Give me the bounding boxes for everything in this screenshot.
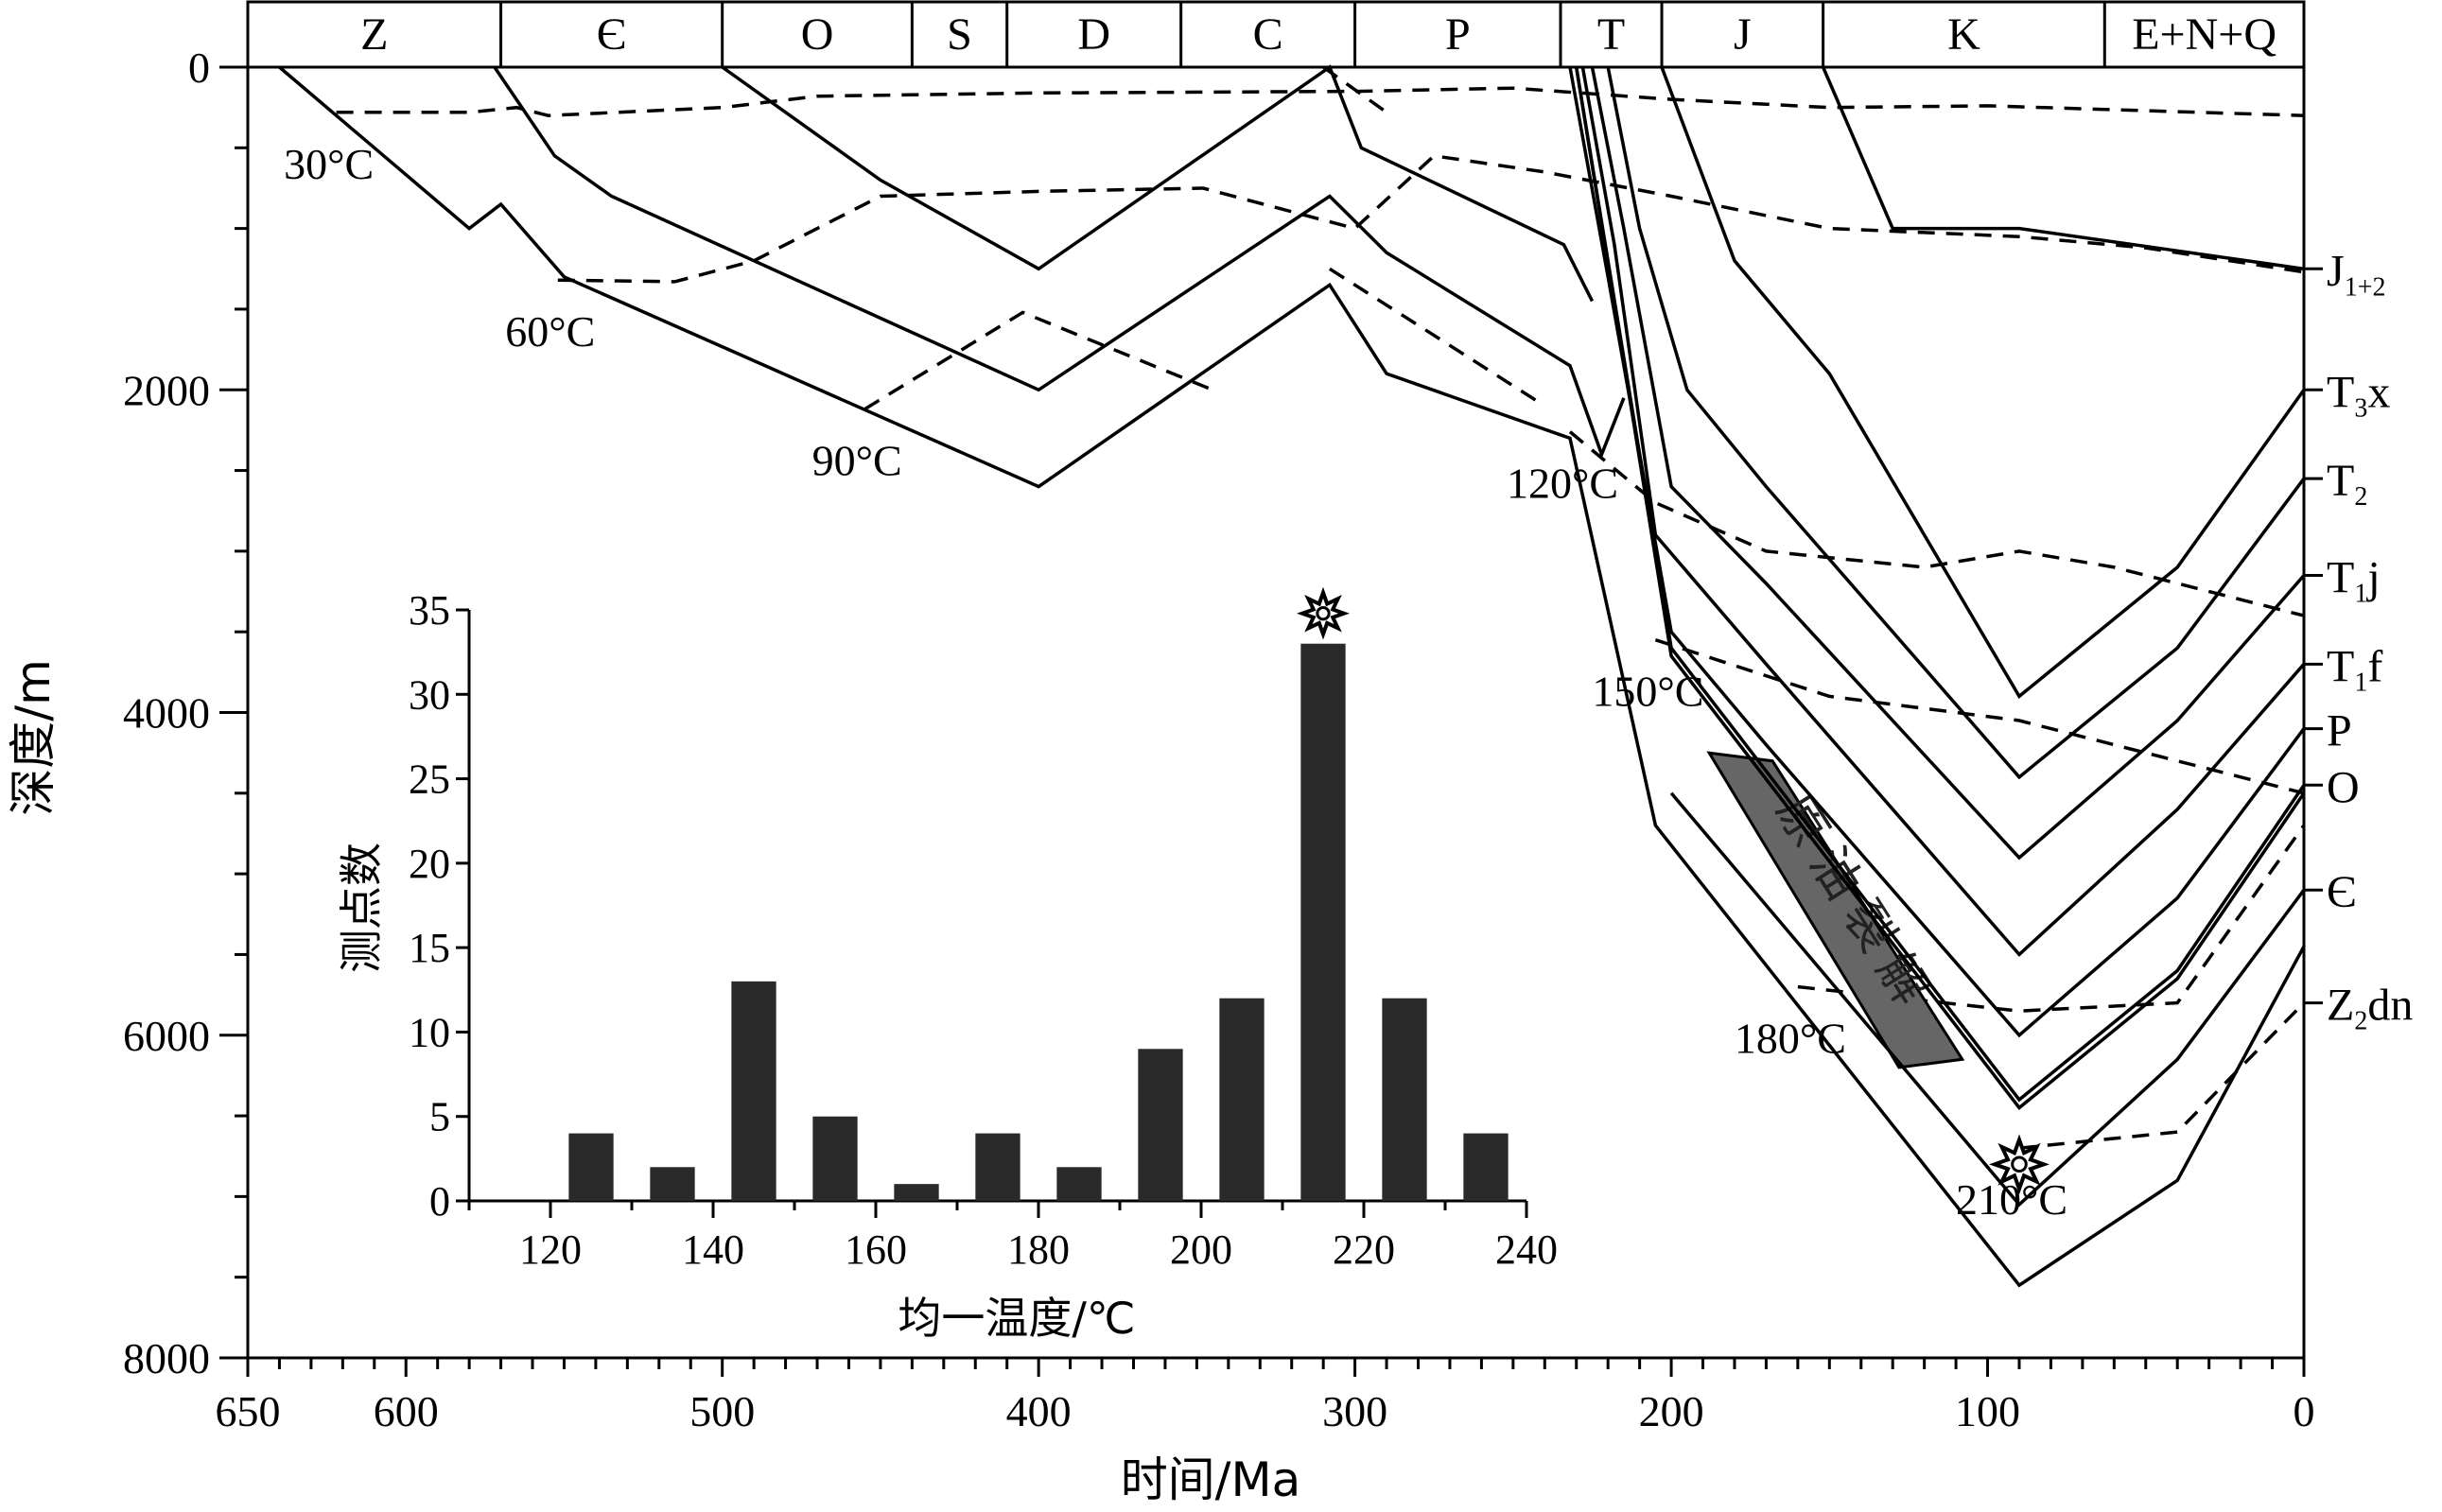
y-tick-label: 8000 (123, 1334, 210, 1382)
period-label: C (1253, 9, 1283, 60)
x-tick-label: 200 (1639, 1387, 1704, 1435)
period-label: T (1597, 9, 1625, 60)
formation-label: T1j (2327, 552, 2381, 608)
hist-y-tick-label: 35 (409, 587, 450, 634)
y-axis-title: 深度/m (6, 659, 61, 816)
isotherm-line (557, 153, 2305, 284)
histogram-bar (1219, 998, 1265, 1201)
hist-x-tick-label: 220 (1333, 1226, 1395, 1273)
hist-y-tick-label: 15 (409, 925, 450, 971)
y-axis: 0 2000 4000 6000 8000 (123, 43, 248, 1382)
x-tick-label: 0 (2294, 1387, 2315, 1435)
isotherm-line (1568, 430, 2305, 617)
y-tick-label: 6000 (123, 1012, 210, 1060)
x-tick-label: 500 (689, 1387, 755, 1435)
histogram-bar (975, 1133, 1020, 1201)
period-label: K (1947, 9, 1980, 60)
isotherm-label: 60°C (505, 307, 595, 356)
isotherm-label: 90°C (812, 437, 902, 485)
horizon-layer (278, 64, 2306, 1288)
isotherm-label: 210°C (1956, 1175, 2067, 1224)
formation-label: P (2327, 706, 2352, 756)
burial-curve (1574, 66, 2306, 1110)
period-label: S (947, 9, 972, 60)
isotherm-label: 120°C (1507, 460, 1618, 508)
formation-label: T2 (2327, 456, 2367, 512)
x-tick-label: 300 (1322, 1387, 1387, 1435)
formation-label: Є (2327, 867, 2357, 917)
x-tick-label: 400 (1006, 1387, 1072, 1435)
isotherm-line (863, 310, 1213, 411)
period-label: O (801, 9, 834, 60)
burial-curve (493, 66, 1626, 460)
hist-y-tick-label: 5 (429, 1094, 450, 1140)
histogram-x-title: 均一温度/℃ (898, 1293, 1135, 1344)
burial-curve (1606, 66, 2306, 780)
histogram-bar (650, 1167, 695, 1201)
burial-curve (1669, 791, 2306, 1208)
hist-x-tick-label: 180 (1007, 1226, 1070, 1273)
hist-x-tick-label: 160 (845, 1226, 907, 1273)
period-label: E+N+Q (2132, 9, 2276, 60)
period-label: P (1445, 9, 1471, 60)
hist-y-tick-label: 10 (409, 1009, 450, 1055)
histogram-bar (894, 1184, 939, 1201)
x-axis: 650 600 500 400 300 200 100 0 (216, 1358, 2315, 1435)
inset-histogram: 120 140 160 180 200 220 240 0 5 10 15 20 25 30 35 (409, 586, 1558, 1273)
y-tick-label: 2000 (123, 366, 210, 414)
hist-y-tick-label: 20 (409, 841, 450, 887)
hist-x-tick-label: 200 (1170, 1226, 1232, 1273)
histogram-bar (1300, 643, 1346, 1201)
x-tick-label: 650 (216, 1387, 281, 1435)
burial-curve (1821, 66, 2305, 271)
formation-label: J1+2 (2327, 246, 2385, 302)
formation-label: T3x (2327, 367, 2390, 423)
histogram-star-marker-core (1316, 606, 1331, 621)
formation-label: T1f (2327, 641, 2382, 697)
histogram-bar (1463, 1133, 1509, 1201)
hist-x-tick-label: 120 (519, 1226, 582, 1273)
histogram-bar (1138, 1049, 1183, 1201)
x-tick-label: 100 (1955, 1387, 2020, 1435)
histogram-bar (731, 981, 776, 1201)
formation-labels: J1+2 T3x T2 T1j T1f PO Є Z2dn (2304, 246, 2413, 1036)
hist-y-tick-label: 0 (429, 1178, 450, 1225)
isotherm-line (1654, 638, 2305, 795)
hist-y-tick-label: 30 (409, 671, 450, 718)
burial-curve (1568, 66, 2306, 1038)
hist-y-tick-label: 25 (409, 756, 450, 803)
burial-curve (1580, 66, 2306, 957)
isotherm-label: 180°C (1735, 1015, 1846, 1063)
histogram-bar (812, 1116, 858, 1201)
x-tick-label: 600 (374, 1387, 439, 1435)
isotherm-line (1328, 267, 1546, 408)
hist-x-tick-label: 140 (682, 1226, 744, 1273)
histogram-y-title: 测点数 (336, 843, 387, 973)
histogram-bar (568, 1133, 614, 1201)
x-axis-title: 时间/Ma (1121, 1452, 1301, 1507)
hist-x-tick-label: 240 (1495, 1226, 1558, 1273)
y-tick-label: 4000 (123, 689, 210, 738)
isotherm-line (336, 86, 2305, 117)
period-label: Z (360, 9, 388, 60)
burial-curve (1660, 66, 2306, 700)
period-label: J (1734, 9, 1752, 60)
sample-star-marker-core (2011, 1156, 2028, 1173)
histogram-bar (1056, 1167, 1102, 1201)
isotherm-line (1797, 824, 2306, 1013)
burial-curve (278, 65, 2306, 1288)
period-label: Є (597, 9, 627, 60)
period-label: D (1077, 9, 1110, 60)
formation-label: O (2327, 762, 2360, 812)
formation-label: Z2dn (2327, 981, 2413, 1036)
histogram-bar (1382, 998, 1427, 1201)
y-tick-label: 0 (188, 43, 210, 92)
isotherm-label: 30°C (284, 140, 374, 188)
burial-curve (1590, 66, 2306, 860)
